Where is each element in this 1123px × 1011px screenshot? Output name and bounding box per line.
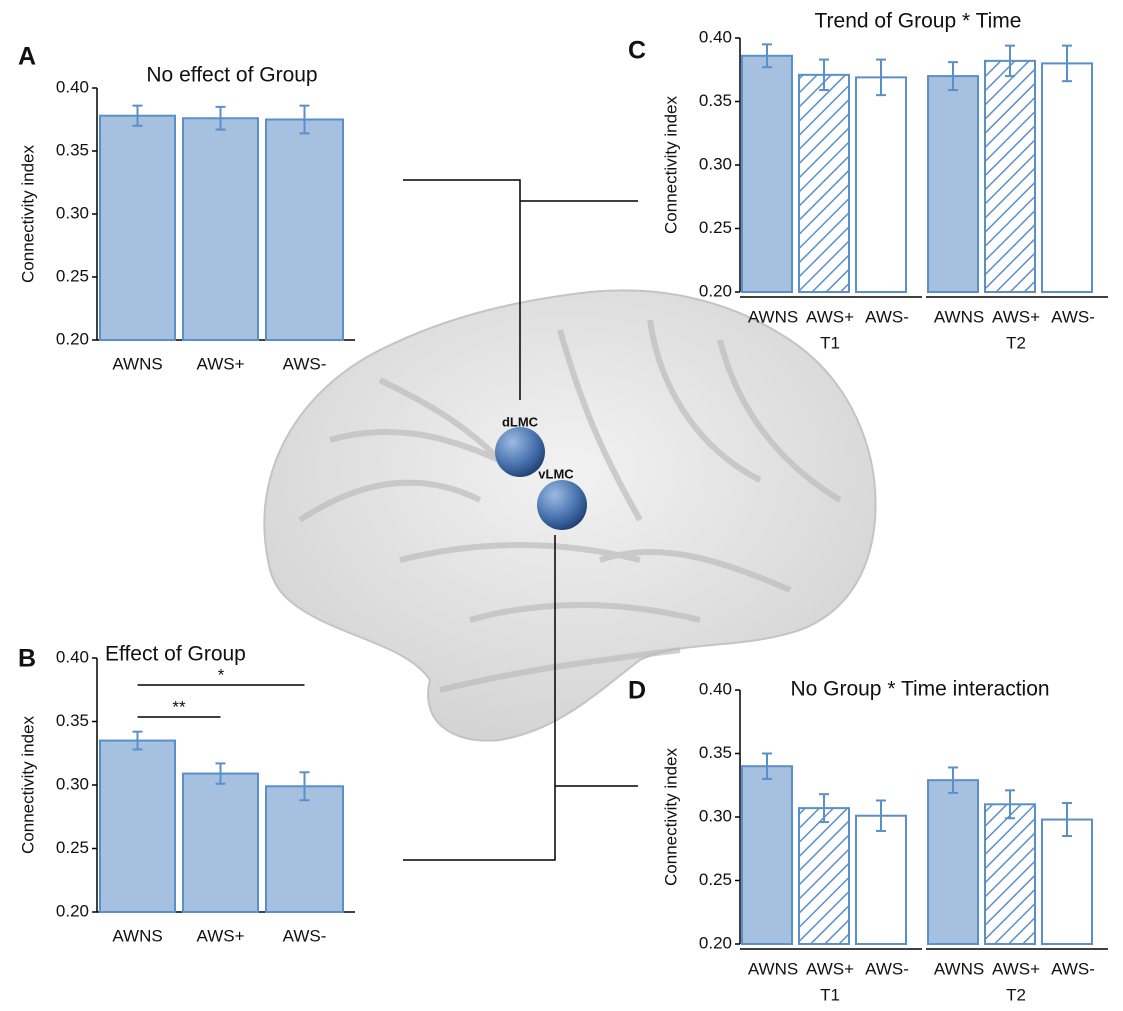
y-axis-label: Connectivity index [661, 748, 680, 886]
x-tick-label: AWS+ [196, 926, 244, 945]
y-tick-label: 0.35 [56, 140, 89, 159]
significance-label: ** [172, 697, 186, 716]
y-tick-label: 0.25 [699, 870, 732, 889]
y-tick-label: 0.35 [56, 711, 89, 730]
bar [985, 61, 1035, 292]
chart-title: Trend of Group * Time [815, 10, 1022, 33]
bar [183, 774, 258, 912]
x-tick-label: AWS- [865, 959, 909, 978]
x-tick-label: AWNS [112, 354, 162, 373]
bar [100, 116, 175, 340]
bar [856, 816, 906, 944]
roi-label: vLMC [538, 466, 574, 481]
bar [928, 76, 978, 292]
bar [985, 804, 1035, 944]
x-tick-label: AWS- [865, 307, 909, 326]
group-label: T2 [1006, 985, 1026, 1004]
y-tick-label: 0.25 [56, 266, 89, 285]
y-tick-label: 0.20 [699, 933, 732, 952]
y-tick-label: 0.30 [699, 154, 732, 173]
x-tick-label: AWS+ [806, 307, 854, 326]
panel-letter: A [18, 43, 36, 71]
group-label: T2 [1006, 333, 1026, 352]
x-tick-label: AWNS [934, 307, 984, 326]
bar [742, 56, 792, 292]
group-label: T1 [820, 985, 840, 1004]
group-label: T1 [820, 333, 840, 352]
y-tick-label: 0.35 [699, 91, 732, 110]
x-tick-label: AWNS [748, 307, 798, 326]
y-tick-label: 0.25 [56, 838, 89, 857]
x-tick-label: AWS- [1051, 959, 1095, 978]
x-tick-label: AWS+ [992, 307, 1040, 326]
y-axis-label: Connectivity index [661, 96, 680, 234]
roi-label: dLMC [502, 414, 539, 429]
y-tick-label: 0.25 [699, 218, 732, 237]
y-tick-label: 0.30 [56, 774, 89, 793]
y-tick-label: 0.30 [699, 806, 732, 825]
x-tick-label: AWS+ [992, 959, 1040, 978]
y-tick-label: 0.40 [699, 679, 732, 698]
y-axis-label: Connectivity index [18, 145, 37, 283]
bar [1042, 63, 1092, 292]
panel-letter: C [628, 37, 646, 65]
y-tick-label: 0.40 [699, 27, 732, 46]
y-axis-label: Connectivity index [18, 716, 37, 854]
y-tick-label: 0.40 [56, 77, 89, 96]
y-tick-label: 0.20 [56, 901, 89, 920]
y-tick-label: 0.35 [699, 743, 732, 762]
y-tick-label: 0.20 [699, 281, 732, 300]
x-tick-label: AWNS [748, 959, 798, 978]
x-tick-label: AWS- [283, 926, 327, 945]
panel-letter: B [18, 645, 36, 673]
bar [266, 786, 343, 912]
bar [799, 75, 849, 292]
chart-title: Effect of Group [105, 643, 246, 666]
y-tick-label: 0.20 [56, 329, 89, 348]
x-tick-label: AWS- [1051, 307, 1095, 326]
bar [742, 766, 792, 944]
x-tick-label: AWS+ [196, 354, 244, 373]
significance-label: * [218, 665, 225, 684]
bar [100, 741, 175, 912]
x-tick-label: AWNS [112, 926, 162, 945]
y-tick-label: 0.30 [56, 203, 89, 222]
chart-title: No Group * Time interaction [790, 678, 1049, 701]
bar [266, 120, 343, 341]
x-tick-label: AWNS [934, 959, 984, 978]
chart-title: No effect of Group [146, 64, 317, 87]
bar [183, 118, 258, 340]
bar [799, 808, 849, 944]
x-tick-label: AWS+ [806, 959, 854, 978]
brain: dLMC vLMC [264, 290, 875, 740]
panel-letter: D [628, 677, 646, 705]
bar [1042, 820, 1092, 944]
x-tick-label: AWS- [283, 354, 327, 373]
y-tick-label: 0.40 [56, 647, 89, 666]
bar [928, 780, 978, 944]
bar [856, 77, 906, 292]
figure: dLMC vLMC A No effect of Group Connectivit… [0, 0, 1123, 1006]
